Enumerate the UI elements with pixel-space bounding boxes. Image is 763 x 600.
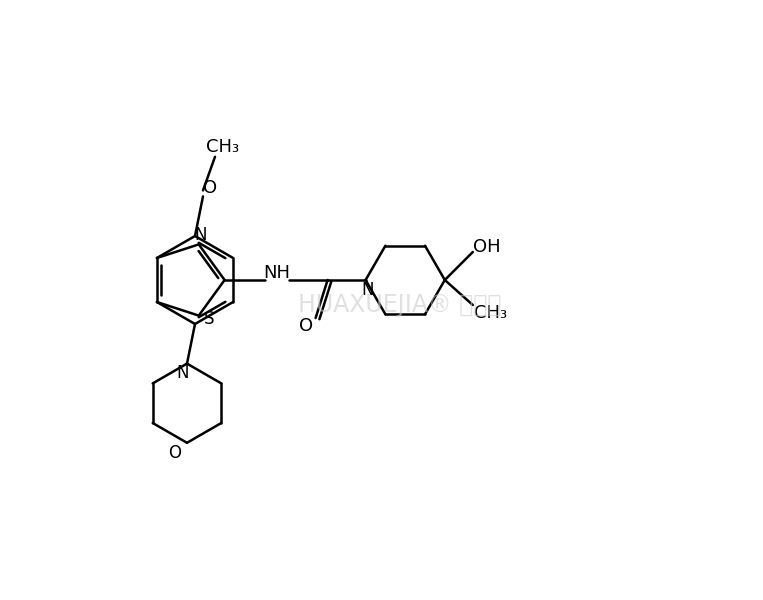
Text: NH: NH xyxy=(263,264,290,282)
Text: N: N xyxy=(195,226,207,244)
Text: CH₃: CH₃ xyxy=(207,138,240,156)
Text: O: O xyxy=(169,444,182,462)
Text: HUAXUEJIA® 化学加: HUAXUEJIA® 化学加 xyxy=(298,293,502,317)
Text: N: N xyxy=(362,281,374,299)
Text: CH₃: CH₃ xyxy=(475,304,507,322)
Text: OH: OH xyxy=(473,238,501,256)
Text: O: O xyxy=(298,317,313,335)
Text: O: O xyxy=(203,179,217,197)
Text: N: N xyxy=(177,364,189,382)
Text: S: S xyxy=(204,310,214,328)
